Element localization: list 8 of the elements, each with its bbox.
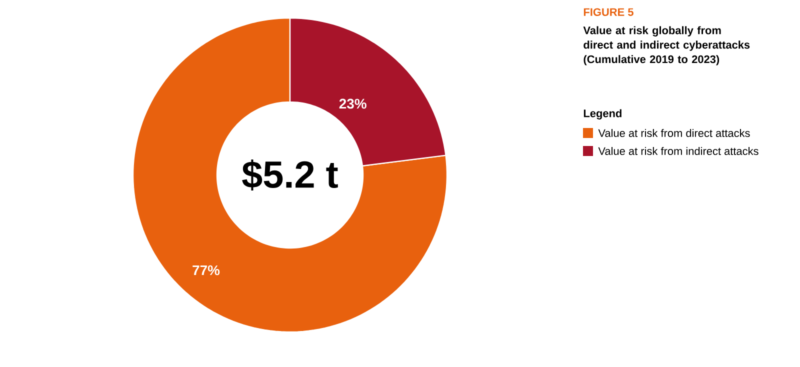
data-label: 77%	[192, 265, 220, 276]
legend-title: Legend	[584, 109, 622, 120]
legend-label: Value at risk from direct attacks	[598, 128, 750, 138]
text: $5.2 t	[242, 160, 338, 190]
data-label: 23%	[339, 98, 366, 109]
chart-title: FIGURE 5	[584, 8, 634, 16]
text: Value at risk globally from direct and indirect cyberattacks (Cumulative 2019 to 2023)	[583, 26, 750, 66]
legend-label: Value at risk from indirect attacks	[598, 146, 758, 156]
